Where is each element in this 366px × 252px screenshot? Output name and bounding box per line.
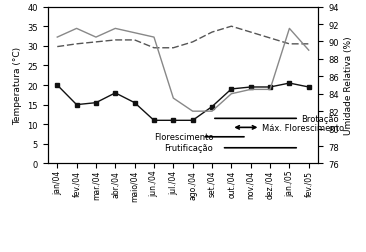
Text: Brotação: Brotação	[301, 114, 339, 123]
Text: Frutificação: Frutificação	[164, 144, 212, 153]
Text: Florescimento: Florescimento	[154, 133, 213, 142]
Text: Máx. Florescimento: Máx. Florescimento	[262, 123, 344, 132]
Legend: T máx, T min, Umidade Relativa (%): T máx, T min, Umidade Relativa (%)	[60, 249, 306, 252]
Y-axis label: Temperatura (°C): Temperatura (°C)	[13, 47, 22, 124]
Y-axis label: Umidade Relativa (%): Umidade Relativa (%)	[344, 37, 354, 135]
